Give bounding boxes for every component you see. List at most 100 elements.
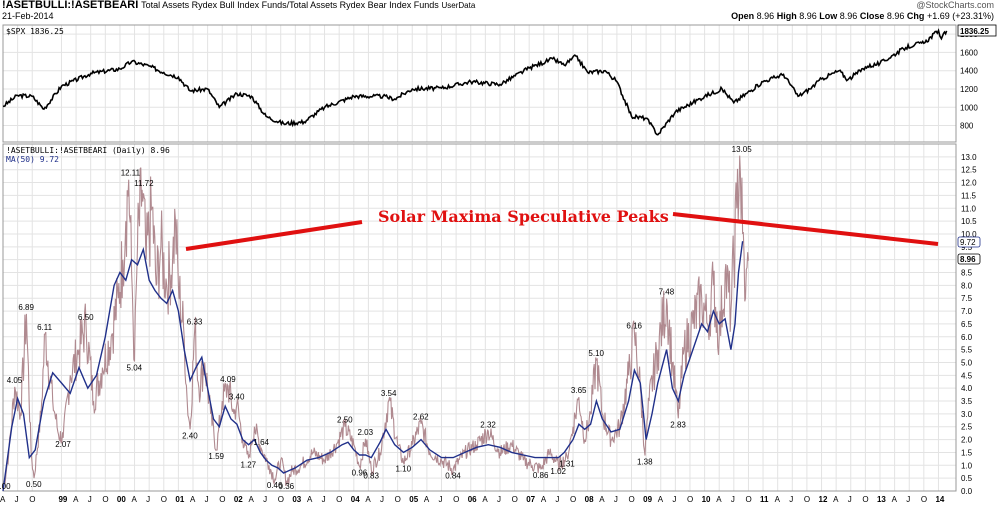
x-tick-label: A — [365, 495, 371, 504]
x-tick-label: J — [88, 495, 92, 504]
point-label: 2.07 — [55, 440, 71, 449]
x-tick-label: A — [833, 495, 839, 504]
x-tick-label: J — [731, 495, 735, 504]
low-value: 8.96 — [839, 11, 858, 21]
bottom-y-tick-label: 2.5 — [961, 423, 973, 432]
ratio-series-line — [2, 155, 749, 492]
point-label: 1.02 — [550, 467, 566, 476]
bottom-y-tick-label: 4.0 — [961, 384, 973, 393]
x-tick-label: 13 — [877, 495, 886, 504]
bottom-y-tick-label: 10.5 — [961, 217, 977, 226]
x-tick-label: A — [190, 495, 196, 504]
top-panel-frame — [2, 24, 957, 143]
point-label: 0.00 — [0, 482, 11, 491]
bottom-y-tick-label: 6.5 — [961, 320, 973, 329]
point-label: 6.89 — [18, 303, 34, 312]
high-label: High — [776, 11, 797, 21]
point-label: 6.33 — [187, 317, 203, 326]
bottom-y-tick-label: 0.5 — [961, 474, 973, 483]
x-tick-label: A — [892, 495, 898, 504]
x-tick-label: J — [497, 495, 501, 504]
bottom-y-tick-label: 0.0 — [961, 487, 973, 496]
close-label: Close — [859, 11, 885, 21]
open-value: 8.96 — [756, 11, 775, 21]
x-tick-label: A — [541, 495, 547, 504]
x-tick-label: J — [322, 495, 326, 504]
x-tick-label: O — [629, 495, 635, 504]
top-y-tick-label: 800 — [960, 122, 974, 131]
bottom-y-tick-label: 3.5 — [961, 397, 973, 406]
ratio-current-box: 8.96 — [957, 253, 981, 265]
x-tick-label: 10 — [702, 495, 711, 504]
x-tick-label: O — [395, 495, 401, 504]
x-tick-label: O — [161, 495, 167, 504]
point-label: 2.03 — [357, 428, 373, 437]
ma50-series-line — [2, 241, 744, 492]
point-label: 5.04 — [127, 363, 143, 372]
x-tick-label: 11 — [760, 495, 769, 504]
bottom-y-tick-label: 4.5 — [961, 371, 973, 380]
x-tick-label: A — [73, 495, 79, 504]
point-label: 0.83 — [363, 472, 379, 481]
point-label: 2.32 — [480, 420, 496, 429]
ma-current-value: 9.72 — [960, 238, 976, 247]
x-tick-label: O — [512, 495, 518, 504]
x-tick-label: A — [307, 495, 313, 504]
x-tick-label: A — [248, 495, 254, 504]
x-tick-label: O — [278, 495, 284, 504]
point-label: 6.11 — [37, 323, 53, 332]
x-tick-label: J — [438, 495, 442, 504]
low-label: Low — [819, 11, 838, 21]
ohlc-readout: Open 8.96 High 8.96 Low 8.96 Close 8.96 … — [731, 11, 994, 21]
chart-date: 21-Feb-2014 — [2, 11, 54, 21]
x-tick-label: O — [745, 495, 751, 504]
x-tick-label: A — [132, 495, 138, 504]
bottom-y-tick-label: 11.5 — [961, 191, 977, 200]
x-tick-label: J — [789, 495, 793, 504]
bottom-y-tick-label: 1.0 — [961, 461, 973, 470]
x-tick-label: J — [146, 495, 150, 504]
point-label: 0.46 — [267, 481, 283, 490]
ratio-current-value: 8.96 — [960, 255, 976, 264]
x-tick-label: O — [804, 495, 810, 504]
point-label: 0.36 — [279, 482, 295, 491]
x-tick-label: 99 — [58, 495, 67, 504]
point-label: 4.05 — [7, 376, 23, 385]
x-tick-label: J — [263, 495, 267, 504]
point-label: 11.72 — [134, 179, 154, 188]
x-tick-label: 08 — [585, 495, 594, 504]
x-tick-label: 12 — [819, 495, 828, 504]
point-label: 0.84 — [445, 471, 461, 480]
point-label: 1.27 — [241, 460, 257, 469]
point-label: 0.96 — [352, 468, 368, 477]
x-tick-label: A — [599, 495, 605, 504]
x-tick-label: J — [205, 495, 209, 504]
x-tick-label: O — [102, 495, 108, 504]
bottom-y-tick-label: 1.5 — [961, 448, 973, 457]
spx-last-value: 1836.25 — [960, 27, 989, 36]
bottom-y-tick-label: 8.5 — [961, 269, 973, 278]
annotation-solar-maxima: Solar Maxima Speculative Peaks — [378, 207, 669, 226]
x-tick-label: 05 — [409, 495, 418, 504]
stockcharts-credit: @StockCharts.com — [916, 0, 994, 10]
spx-last-value-box: 1836.25 — [957, 24, 997, 37]
point-label: 6.16 — [626, 322, 642, 331]
bottom-y-tick-label: 13.0 — [961, 153, 977, 162]
point-label: 2.50 — [337, 416, 353, 425]
x-tick-label: A — [424, 495, 430, 504]
point-label: 1.64 — [253, 438, 269, 447]
bottom-y-tick-label: 7.0 — [961, 307, 973, 316]
point-label: 0.50 — [26, 480, 42, 489]
point-label: 4.09 — [220, 375, 236, 384]
x-tick-label: 14 — [935, 495, 944, 504]
x-tick-label: O — [921, 495, 927, 504]
x-tick-label: J — [555, 495, 559, 504]
point-label: 2.40 — [182, 431, 198, 440]
x-tick-label: 06 — [468, 495, 477, 504]
spx-legend: $SPX 1836.25 — [6, 27, 64, 36]
x-tick-label: J — [380, 495, 384, 504]
bottom-panel-y-axis: 0.0 0.5 1.0 1.5 2.0 2.5 3.0 3.5 4.0 4.5 5.0 5.5 6.0 6… — [961, 153, 977, 496]
annotation-arrow-left — [185, 220, 363, 251]
x-axis: A J O 99 A J O 00 A J O 01 A J O 02 A J O 03 A J O 04 A J O 05 A J O 06… — [0, 495, 945, 504]
